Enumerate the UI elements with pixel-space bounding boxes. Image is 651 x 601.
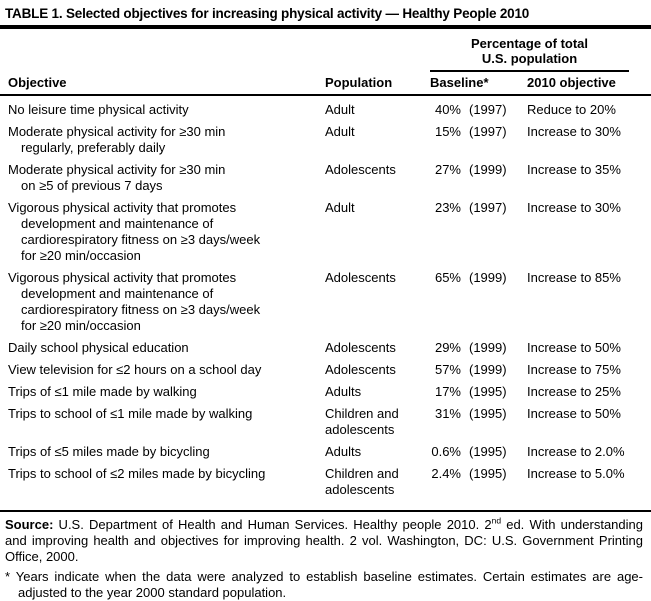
objective-cell: Trips of ≤1 mile made by walking [8, 384, 197, 399]
population-cell: Adolescents [325, 362, 396, 377]
objective-cell: No leisure time physical activity [8, 102, 189, 117]
column-header-2010-objective: 2010 objective [527, 75, 616, 90]
table-notes: Source: U.S. Department of Health and Hu… [0, 512, 651, 601]
population-cell: Adults [325, 384, 362, 399]
baseline-value: 31% [434, 406, 461, 421]
population-cell: Adult [325, 200, 355, 215]
baseline-cell: 27% (1999) [430, 162, 527, 194]
objective-cell: Trips to school of ≤2 miles made by bicy… [8, 466, 266, 481]
population-cell: Adolescents [325, 270, 396, 285]
objective-2010-cell: Increase to 30% [527, 124, 621, 139]
objective-2010-cell: Increase to 50% [527, 406, 621, 421]
footnote-marker: * [5, 569, 11, 584]
table-row: Trips of ≤1 mile made by walking Adults … [0, 384, 651, 400]
baseline-cell: 0.6% (1995) [430, 444, 527, 460]
column-header-population: Population [325, 75, 393, 90]
objective-cell: Vigorous physical activity that promotes… [8, 270, 261, 333]
baseline-cell: 29% (1999) [430, 340, 527, 356]
source-note: Source: U.S. Department of Health and Hu… [5, 515, 643, 565]
population-cell: Children and adolescents [325, 466, 399, 497]
title-rule [0, 25, 651, 29]
table-body: No leisure time physical activity Adult … [0, 96, 651, 510]
population-cell: Children and adolescents [325, 406, 399, 437]
population-cell: Adult [325, 124, 355, 139]
baseline-year: (1999) [469, 270, 507, 285]
spanner-heading: Percentage of total U.S. population [430, 36, 629, 72]
baseline-value: 23% [434, 200, 461, 215]
source-text-after-sup: ed. With understanding and improving hea… [5, 517, 643, 564]
column-header-objective: Objective [8, 75, 67, 90]
objective-2010-cell: Increase to 35% [527, 162, 621, 177]
column-header-row: Objective Population Baseline* 2010 obje… [0, 75, 651, 94]
baseline-cell: 40% (1997) [430, 102, 527, 118]
objective-2010-cell: Increase to 75% [527, 362, 621, 377]
baseline-year: (1997) [469, 102, 507, 117]
population-cell: Adolescents [325, 340, 396, 355]
objective-cell: Daily school physical education [8, 340, 189, 355]
baseline-value: 65% [434, 270, 461, 285]
baseline-cell: 23% (1997) [430, 200, 527, 264]
footer-rule [0, 510, 651, 512]
baseline-cell: 65% (1999) [430, 270, 527, 334]
population-cell: Adolescents [325, 162, 396, 177]
table-row: Trips to school of ≤2 miles made by bicy… [0, 466, 651, 498]
population-cell: Adult [325, 102, 355, 117]
baseline-value: 0.6% [431, 444, 461, 459]
baseline-year: (1995) [469, 444, 507, 459]
baseline-value: 2.4% [431, 466, 461, 481]
baseline-cell: 15% (1997) [430, 124, 527, 156]
baseline-value: 57% [434, 362, 461, 377]
source-text-before-sup: U.S. Department of Health and Human Serv… [53, 517, 492, 532]
objective-2010-cell: Increase to 5.0% [527, 466, 625, 481]
table-row: Vigorous physical activity that promotes… [0, 270, 651, 334]
baseline-year: (1999) [469, 362, 507, 377]
baseline-year: (1995) [469, 384, 507, 399]
population-cell: Adults [325, 444, 362, 459]
baseline-cell: 31% (1995) [430, 406, 527, 438]
objective-2010-cell: Increase to 85% [527, 270, 621, 285]
asterisk-footnote: * Years indicate when the data were anal… [5, 569, 643, 601]
baseline-year: (1995) [469, 466, 507, 481]
objective-2010-cell: Increase to 30% [527, 200, 621, 215]
baseline-cell: 17% (1995) [430, 384, 527, 400]
objective-cell: Moderate physical activity for ≥30 min o… [8, 162, 226, 193]
table-row: Trips to school of ≤1 mile made by walki… [0, 406, 651, 438]
header-rule [0, 94, 651, 96]
objective-2010-cell: Increase to 2.0% [527, 444, 625, 459]
source-superscript: nd [491, 515, 502, 526]
source-label: Source: [5, 517, 54, 532]
table-row: Trips of ≤5 miles made by bicycling Adul… [0, 444, 651, 460]
objective-cell: View television for ≤2 hours on a school… [8, 362, 262, 377]
column-header-baseline: Baseline* [430, 75, 489, 90]
table-row: Vigorous physical activity that promotes… [0, 200, 651, 264]
table-row: Daily school physical education Adolesce… [0, 340, 651, 356]
table-title: TABLE 1. Selected objectives for increas… [5, 6, 530, 21]
baseline-year: (1995) [469, 406, 507, 421]
baseline-year: (1999) [469, 162, 507, 177]
objective-cell: Moderate physical activity for ≥30 min r… [8, 124, 226, 155]
objective-cell: Trips of ≤5 miles made by bicycling [8, 444, 210, 459]
table-row: No leisure time physical activity Adult … [0, 102, 651, 118]
baseline-year: (1999) [469, 340, 507, 355]
table-row: View television for ≤2 hours on a school… [0, 362, 651, 378]
table-header: Percentage of total U.S. population [0, 29, 651, 72]
table-row: Moderate physical activity for ≥30 min o… [0, 162, 651, 194]
baseline-cell: 2.4% (1995) [430, 466, 527, 498]
baseline-value: 40% [434, 102, 461, 117]
baseline-year: (1997) [469, 124, 507, 139]
baseline-value: 29% [434, 340, 461, 355]
objective-2010-cell: Increase to 50% [527, 340, 621, 355]
baseline-cell: 57% (1999) [430, 362, 527, 378]
baseline-value: 17% [434, 384, 461, 399]
baseline-value: 27% [434, 162, 461, 177]
objective-cell: Vigorous physical activity that promotes… [8, 200, 261, 263]
objective-2010-cell: Reduce to 20% [527, 102, 616, 117]
objective-2010-cell: Increase to 25% [527, 384, 621, 399]
baseline-year: (1997) [469, 200, 507, 215]
objective-cell: Trips to school of ≤1 mile made by walki… [8, 406, 253, 421]
table-row: Moderate physical activity for ≥30 min r… [0, 124, 651, 156]
baseline-value: 15% [434, 124, 461, 139]
